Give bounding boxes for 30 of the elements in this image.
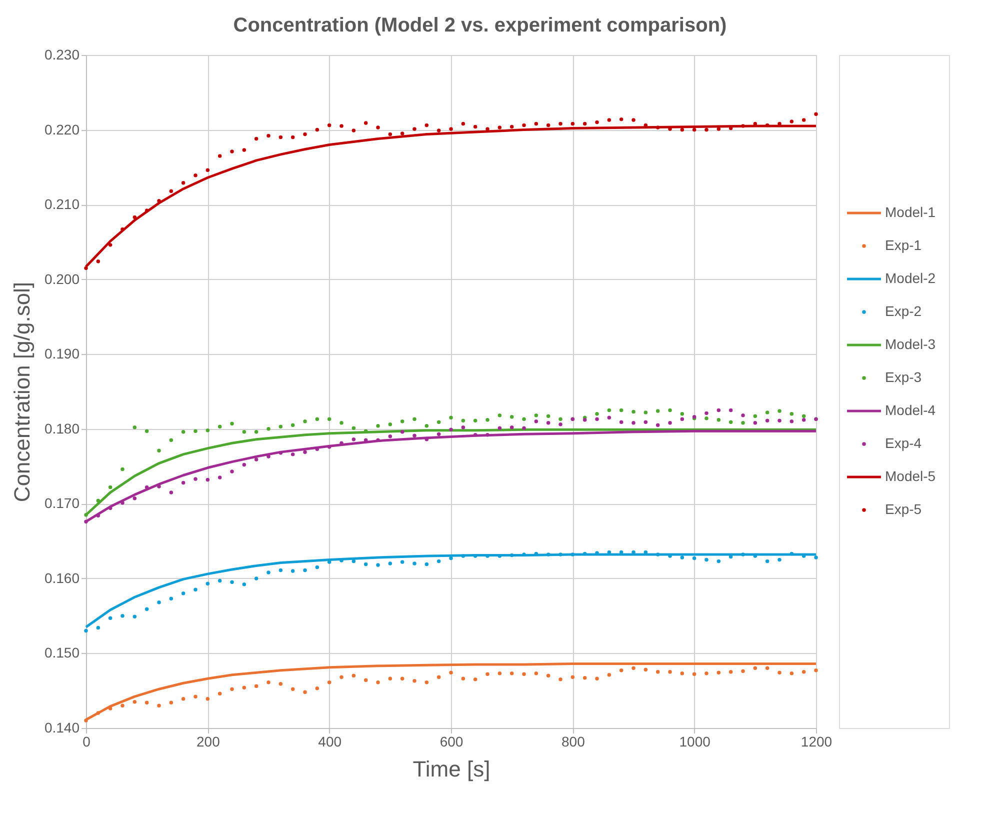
legend-label: Exp-2 (885, 303, 922, 319)
x-tick-label: 1200 (800, 734, 832, 750)
y-tick-label: 0.160 (44, 570, 80, 586)
x-tick-label: 800 (561, 734, 586, 750)
y-tick-label: 0.140 (44, 720, 80, 736)
legend-label: Exp-1 (885, 237, 922, 253)
chart-title: Concentration (Model 2 vs. experiment comparison) (233, 14, 727, 36)
legend-label: Exp-3 (885, 369, 922, 385)
y-tick-label: 0.220 (44, 121, 80, 138)
y-tick-label: 0.180 (44, 420, 80, 436)
legend-label: Model-2 (885, 270, 936, 286)
y-tick-label: 0.190 (44, 346, 80, 362)
x-tick-label: 400 (318, 734, 342, 750)
x-tick-label: 0 (82, 734, 91, 750)
y-axis-title: Concentration [g/g.sol] (9, 282, 34, 502)
y-tick-label: 0.230 (44, 46, 80, 62)
legend-label: Model-4 (885, 402, 936, 418)
y-tick-label: 0.150 (44, 644, 80, 661)
legend-label: Model-1 (885, 204, 936, 220)
y-tick-label: 0.170 (44, 495, 80, 512)
legend-label: Exp-5 (885, 501, 922, 517)
legend-label: Exp-4 (885, 435, 922, 451)
legend-label: Model-3 (885, 336, 936, 352)
x-tick-label: 200 (196, 734, 220, 750)
y-tick-label: 0.200 (44, 270, 80, 287)
x-tick-label: 1000 (679, 734, 711, 750)
legend-label: Model-5 (885, 468, 936, 484)
x-axis-title: Time [s] (412, 756, 490, 782)
x-tick-label: 600 (440, 734, 464, 750)
y-tick-label: 0.210 (44, 196, 80, 212)
